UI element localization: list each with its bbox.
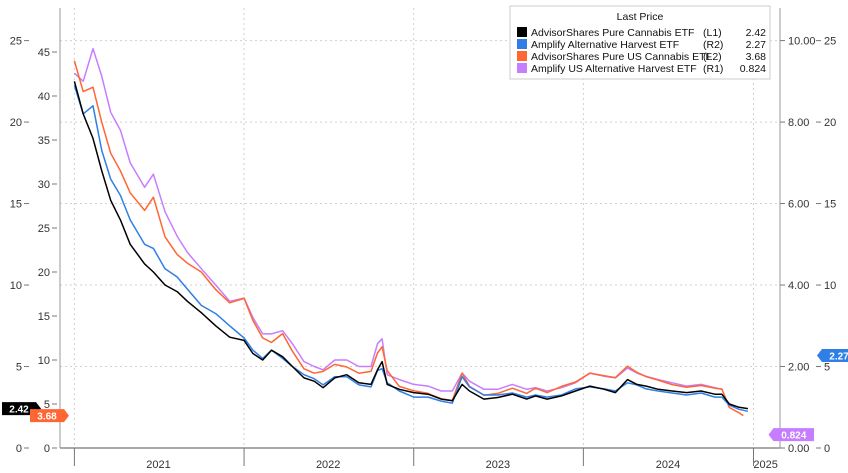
tag-background — [768, 428, 814, 442]
y-tick-label: 25 — [10, 36, 22, 48]
legend-title: Last Price — [617, 11, 664, 23]
y-tick-label: 15 — [38, 311, 50, 323]
y-tick-label: 20 — [824, 117, 836, 129]
legend-axis: (R1) — [703, 63, 723, 75]
y-tick-label: 20 — [10, 117, 22, 129]
legend-swatch — [517, 63, 527, 73]
y-tick-label: 15 — [824, 199, 836, 211]
grid — [60, 8, 780, 449]
series-line-3 — [73, 60, 744, 417]
y-tick-label: 0 — [44, 443, 50, 455]
legend-swatch — [517, 27, 527, 37]
legend-last-value: 0.824 — [740, 63, 766, 75]
tag-label: 2.42 — [9, 405, 29, 416]
y-tick-label: 0 — [824, 443, 830, 455]
y-tick-label: 2.00 — [788, 362, 809, 374]
y-tick-label: 10.00 — [788, 36, 816, 48]
y-tick-label: 10 — [38, 355, 50, 367]
y-tick-label: 0 — [16, 443, 22, 455]
legend-entry: AdvisorShares Pure Cannabis ETF (L1) 2.4… — [517, 27, 766, 39]
axis-l1: 0 5 10 15 20 25 — [10, 36, 29, 455]
legend-entry: Amplify Alternative Harvest ETF (R2) 2.2… — [517, 39, 766, 51]
y-tick-label: 45 — [38, 47, 50, 59]
legend-label: Amplify US Alternative Harvest ETF — [531, 63, 697, 75]
y-tick-label: 25 — [38, 223, 50, 235]
x-tick-label: 2021 — [146, 459, 170, 471]
legend-swatch — [517, 51, 527, 61]
tag-label: 3.68 — [37, 412, 57, 423]
tag-label: 2.27 — [829, 352, 848, 363]
legend-axis: (L2) — [703, 51, 722, 63]
legend-axis: (L1) — [703, 27, 722, 39]
y-tick-label: 30 — [38, 179, 50, 191]
last-value-tag: 2.27 — [817, 349, 848, 363]
y-tick-label: 40 — [38, 91, 50, 103]
y-tick-label: 35 — [38, 135, 50, 147]
y-tick-label: 10 — [824, 280, 836, 292]
series-line-1 — [73, 81, 749, 410]
axis-l2: 0 5 10 15 20 25 30 35 40 45 — [38, 47, 57, 455]
legend-label: AdvisorShares Pure US Cannabis ETF — [531, 51, 712, 63]
legend-last-value: 3.68 — [746, 51, 767, 63]
y-tick-label: 15 — [10, 199, 22, 211]
tag-background — [817, 349, 848, 363]
y-tick-label: 6.00 — [788, 199, 809, 211]
y-tick-label: 0.00 — [788, 443, 809, 455]
legend-last-value: 2.42 — [746, 27, 767, 39]
y-tick-label: 25 — [824, 36, 836, 48]
legend-entry: AdvisorShares Pure US Cannabis ETF (L2) … — [517, 51, 766, 63]
tag-label: 0.824 — [781, 431, 806, 442]
y-tick-label: 10 — [10, 280, 22, 292]
last-value-tag: 0.824 — [768, 428, 814, 442]
y-tick-label: 8.00 — [788, 117, 809, 129]
axes: 2021 2022 2023 2024 202505101520250510152025… — [10, 8, 836, 471]
x-tick-label: 2024 — [656, 459, 680, 471]
legend-label: AdvisorShares Pure Cannabis ETF — [531, 27, 694, 39]
legend-box — [509, 5, 771, 80]
legend-swatch — [517, 39, 527, 49]
x-tick-label: 2025 — [753, 459, 777, 471]
last-value-tag: 3.68 — [30, 409, 69, 423]
axis-r2: 0.00 2.00 4.00 6.00 8.00 10.00 — [780, 36, 816, 455]
last-value-tags: 2.42 3.68 0.824 2.27 — [2, 349, 848, 442]
tag-background — [30, 409, 69, 423]
x-tick-label: 2022 — [316, 459, 340, 471]
y-tick-label: 5 — [824, 362, 830, 374]
legend: Last Price AdvisorShares Pure Cannabis E… — [509, 5, 771, 80]
x-tick-label: 2023 — [486, 459, 510, 471]
y-tick-label: 5 — [16, 362, 22, 374]
legend-last-value: 2.27 — [746, 39, 767, 51]
axis-r1: 0 5 10 15 20 25 — [816, 36, 836, 455]
y-tick-label: 4.00 — [788, 280, 809, 292]
legend-entry: Amplify US Alternative Harvest ETF (R1) … — [517, 63, 766, 75]
y-tick-label: 5 — [44, 399, 50, 411]
series-layer — [73, 47, 749, 417]
legend-axis: (R2) — [703, 39, 723, 51]
legend-label: Amplify Alternative Harvest ETF — [531, 39, 679, 51]
y-tick-label: 20 — [38, 267, 50, 279]
